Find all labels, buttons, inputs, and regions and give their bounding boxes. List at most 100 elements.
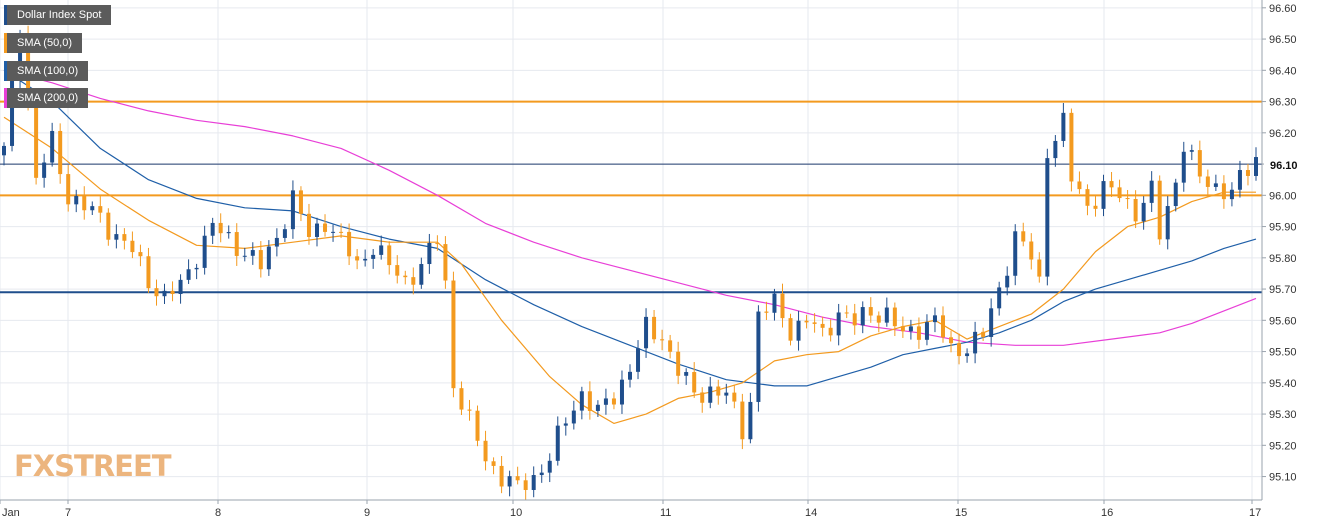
candle-body (1157, 180, 1162, 240)
candle-body (628, 371, 632, 380)
candle-body (1197, 150, 1202, 177)
candle-body (884, 307, 889, 323)
candle-body (724, 392, 729, 396)
x-tick-label: 15 (955, 507, 967, 519)
candle-body (106, 212, 111, 240)
candle-body (290, 190, 295, 230)
candle-body (371, 254, 376, 259)
y-tick-label: 96.20 (1269, 128, 1297, 140)
candle-body (138, 252, 143, 257)
candle-body (266, 246, 271, 270)
candle-body (916, 326, 921, 340)
candle-body (547, 460, 552, 473)
x-tick-label: 11 (660, 507, 671, 519)
candle-body (435, 242, 440, 245)
candle-body (981, 331, 986, 337)
candle-body (339, 231, 344, 233)
candle-body (323, 223, 328, 232)
candle-body (274, 237, 279, 247)
y-tick-label: 95.60 (1269, 315, 1297, 327)
candle-body (603, 398, 608, 405)
candle-body (1173, 182, 1178, 207)
candle-body (114, 234, 119, 240)
candle-body (932, 315, 937, 323)
legend-item-price: Dollar Index Spot (4, 5, 112, 25)
candle-body (900, 326, 905, 332)
candle-body (636, 348, 641, 372)
candle-body (868, 307, 873, 316)
candle-body (2, 145, 6, 156)
x-tick-label: 16 (1101, 507, 1113, 519)
candle-body (347, 231, 352, 257)
candle-body (908, 326, 913, 332)
legend-swatch-price (4, 5, 7, 25)
candle-body (652, 316, 657, 340)
y-tick-label: 96.60 (1269, 3, 1297, 15)
candle-body (708, 386, 713, 403)
candle-body (226, 232, 231, 234)
candle-body (154, 288, 159, 297)
candle-body (146, 256, 151, 289)
legend-item-sma200: SMA (200,0) (4, 88, 89, 108)
candle-body (836, 312, 841, 336)
candle-body (748, 401, 753, 440)
candle-body (619, 379, 624, 405)
sma-200-line (3, 69, 1257, 346)
candle-body (941, 315, 945, 338)
candle-body (804, 320, 809, 323)
candles (2, 25, 1258, 500)
y-tick-label: 95.70 (1269, 284, 1297, 296)
x-tick-labels: Jan 7 8 9 10 11 14 15 16 17 (2, 507, 1261, 519)
candle-body (170, 290, 175, 295)
candle-body (42, 162, 47, 178)
candle-body (989, 308, 994, 337)
candle-body (796, 320, 801, 341)
candle-body (1069, 112, 1074, 182)
candle-body (1221, 183, 1226, 200)
legend-label-sma100: SMA (100,0) (17, 65, 79, 77)
candle-body (1117, 187, 1122, 199)
candle-body (1181, 151, 1186, 183)
y-tick-label: 95.90 (1269, 222, 1297, 234)
candle-body (218, 222, 223, 234)
candle-body (957, 343, 962, 357)
legend-item-sma50: SMA (50,0) (4, 33, 83, 53)
candle-body (475, 410, 480, 441)
candle-body (740, 401, 745, 440)
candle-body (531, 475, 536, 490)
candle-body (234, 232, 239, 256)
candle-body (379, 245, 384, 255)
candle-body (844, 312, 849, 314)
candle-body (1189, 150, 1194, 152)
candle-body (756, 311, 761, 402)
y-tick-label: 95.80 (1269, 253, 1297, 265)
candle-body (788, 318, 793, 341)
candle-body (1125, 198, 1130, 200)
candle-body (1205, 176, 1210, 187)
legend-label-price: Dollar Index Spot (17, 9, 102, 21)
candle-body (242, 255, 247, 257)
y-tick-label: 96.30 (1269, 97, 1297, 109)
candle-body (1029, 241, 1034, 260)
candle-body (555, 425, 560, 461)
candle-body (306, 213, 311, 237)
candle-body (34, 102, 39, 178)
candle-body (1101, 181, 1106, 209)
candle-body (780, 293, 785, 319)
candle-body (1093, 205, 1098, 209)
candle-body (58, 130, 63, 175)
candle-body (924, 322, 929, 340)
candle-body (892, 307, 897, 327)
y-tick-label: 96.50 (1269, 34, 1297, 46)
candle-body (10, 79, 15, 146)
candle-body (443, 244, 448, 281)
sma-100-line (3, 69, 1257, 387)
candle-body (1077, 181, 1082, 190)
candle-body (451, 280, 456, 389)
candle-body (427, 242, 432, 265)
candle-body (250, 250, 255, 256)
candle-body (660, 339, 665, 341)
x-tick-label: 9 (364, 507, 370, 519)
candle-body (1109, 181, 1114, 188)
